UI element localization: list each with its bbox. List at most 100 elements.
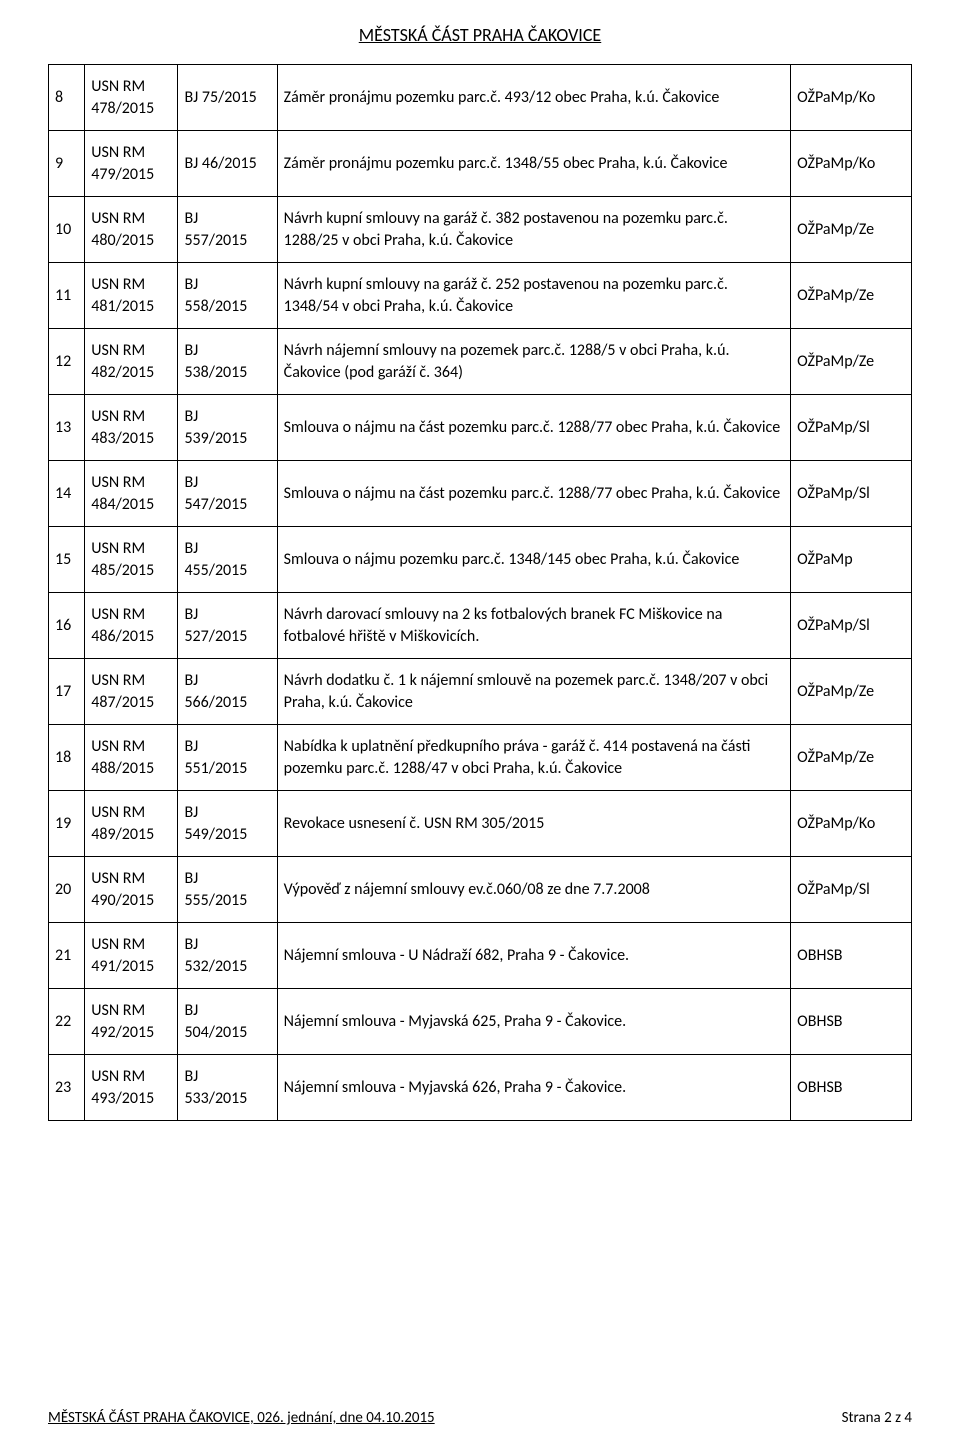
row-department: OBHSB <box>791 923 912 989</box>
row-usn: USN RM486/2015 <box>85 593 178 659</box>
row-description: Nájemní smlouva - Myjavská 625, Praha 9 … <box>277 989 791 1055</box>
row-usn: USN RM492/2015 <box>85 989 178 1055</box>
row-description: Nájemní smlouva - Myjavská 626, Praha 9 … <box>277 1055 791 1121</box>
row-bj: BJ557/2015 <box>178 197 277 263</box>
row-bj: BJ549/2015 <box>178 791 277 857</box>
row-bj: BJ539/2015 <box>178 395 277 461</box>
row-description: Záměr pronájmu pozemku parc.č. 1348/55 o… <box>277 131 791 197</box>
row-department: OŽPaMp/Ze <box>791 659 912 725</box>
row-description: Smlouva o nájmu na část pozemku parc.č. … <box>277 461 791 527</box>
row-description: Smlouva o nájmu pozemku parc.č. 1348/145… <box>277 527 791 593</box>
footer-meeting-info: MĚSTSKÁ ČÁST PRAHA ČAKOVICE, 026. jednán… <box>48 1409 435 1427</box>
row-index: 20 <box>49 857 85 923</box>
row-index: 21 <box>49 923 85 989</box>
row-department: OŽPaMp/Sl <box>791 461 912 527</box>
row-usn: USN RM491/2015 <box>85 923 178 989</box>
page-footer: MĚSTSKÁ ČÁST PRAHA ČAKOVICE, 026. jednán… <box>48 1409 912 1427</box>
table-row: 15USN RM485/2015BJ455/2015Smlouva o nájm… <box>49 527 912 593</box>
table-row: 11USN RM481/2015BJ558/2015Návrh kupní sm… <box>49 263 912 329</box>
row-index: 13 <box>49 395 85 461</box>
row-index: 8 <box>49 65 85 131</box>
row-usn: USN RM480/2015 <box>85 197 178 263</box>
table-row: 9USN RM479/2015BJ 46/2015Záměr pronájmu … <box>49 131 912 197</box>
row-usn: USN RM488/2015 <box>85 725 178 791</box>
row-index: 15 <box>49 527 85 593</box>
row-index: 14 <box>49 461 85 527</box>
row-description: Záměr pronájmu pozemku parc.č. 493/12 ob… <box>277 65 791 131</box>
row-index: 18 <box>49 725 85 791</box>
footer-page-number: Strana 2 z 4 <box>842 1409 912 1427</box>
row-bj: BJ551/2015 <box>178 725 277 791</box>
row-index: 19 <box>49 791 85 857</box>
table-row: 18USN RM488/2015BJ551/2015Nabídka k upla… <box>49 725 912 791</box>
row-department: OŽPaMp/Ko <box>791 791 912 857</box>
row-description: Smlouva o nájmu na část pozemku parc.č. … <box>277 395 791 461</box>
row-description: Návrh darovací smlouvy na 2 ks fotbalový… <box>277 593 791 659</box>
row-usn: USN RM484/2015 <box>85 461 178 527</box>
row-usn: USN RM483/2015 <box>85 395 178 461</box>
row-index: 11 <box>49 263 85 329</box>
row-index: 23 <box>49 1055 85 1121</box>
row-usn: USN RM479/2015 <box>85 131 178 197</box>
table-row: 22USN RM492/2015BJ504/2015Nájemní smlouv… <box>49 989 912 1055</box>
row-bj: BJ 75/2015 <box>178 65 277 131</box>
row-index: 17 <box>49 659 85 725</box>
table-row: 21USN RM491/2015BJ532/2015Nájemní smlouv… <box>49 923 912 989</box>
table-row: 23USN RM493/2015BJ533/2015Nájemní smlouv… <box>49 1055 912 1121</box>
row-bj: BJ455/2015 <box>178 527 277 593</box>
row-description: Návrh dodatku č. 1 k nájemní smlouvě na … <box>277 659 791 725</box>
row-bj: BJ566/2015 <box>178 659 277 725</box>
row-bj: BJ 46/2015 <box>178 131 277 197</box>
row-usn: USN RM485/2015 <box>85 527 178 593</box>
table-row: 8USN RM478/2015BJ 75/2015Záměr pronájmu … <box>49 65 912 131</box>
row-department: OŽPaMp/Sl <box>791 857 912 923</box>
row-bj: BJ504/2015 <box>178 989 277 1055</box>
table-row: 14USN RM484/2015BJ547/2015Smlouva o nájm… <box>49 461 912 527</box>
table-row: 10USN RM480/2015BJ557/2015Návrh kupní sm… <box>49 197 912 263</box>
row-description: Návrh nájemní smlouvy na pozemek parc.č.… <box>277 329 791 395</box>
row-bj: BJ547/2015 <box>178 461 277 527</box>
row-department: OŽPaMp <box>791 527 912 593</box>
row-bj: BJ532/2015 <box>178 923 277 989</box>
row-bj: BJ527/2015 <box>178 593 277 659</box>
table-row: 13USN RM483/2015BJ539/2015Smlouva o nájm… <box>49 395 912 461</box>
row-department: OŽPaMp/Ze <box>791 263 912 329</box>
row-bj: BJ558/2015 <box>178 263 277 329</box>
row-usn: USN RM482/2015 <box>85 329 178 395</box>
row-bj: BJ555/2015 <box>178 857 277 923</box>
row-department: OŽPaMp/Ko <box>791 131 912 197</box>
row-index: 16 <box>49 593 85 659</box>
page-title: MĚSTSKÁ ČÁST PRAHA ČAKOVICE <box>48 24 912 46</box>
row-description: Návrh kupní smlouvy na garáž č. 252 post… <box>277 263 791 329</box>
resolutions-table: 8USN RM478/2015BJ 75/2015Záměr pronájmu … <box>48 64 912 1121</box>
table-row: 17USN RM487/2015BJ566/2015Návrh dodatku … <box>49 659 912 725</box>
row-description: Výpověď z nájemní smlouvy ev.č.060/08 ze… <box>277 857 791 923</box>
table-row: 16USN RM486/2015BJ527/2015Návrh darovací… <box>49 593 912 659</box>
row-description: Návrh kupní smlouvy na garáž č. 382 post… <box>277 197 791 263</box>
row-department: OŽPaMp/Sl <box>791 593 912 659</box>
row-usn: USN RM490/2015 <box>85 857 178 923</box>
row-usn: USN RM487/2015 <box>85 659 178 725</box>
row-department: OŽPaMp/Ze <box>791 725 912 791</box>
row-description: Nájemní smlouva - U Nádraží 682, Praha 9… <box>277 923 791 989</box>
table-row: 12USN RM482/2015BJ538/2015Návrh nájemní … <box>49 329 912 395</box>
row-index: 9 <box>49 131 85 197</box>
row-department: OBHSB <box>791 1055 912 1121</box>
row-department: OŽPaMp/Sl <box>791 395 912 461</box>
row-usn: USN RM489/2015 <box>85 791 178 857</box>
row-usn: USN RM481/2015 <box>85 263 178 329</box>
page: MĚSTSKÁ ČÁST PRAHA ČAKOVICE 8USN RM478/2… <box>0 0 960 1447</box>
row-department: OBHSB <box>791 989 912 1055</box>
table-row: 19USN RM489/2015BJ549/2015Revokace usnes… <box>49 791 912 857</box>
row-bj: BJ533/2015 <box>178 1055 277 1121</box>
row-department: OŽPaMp/Ze <box>791 197 912 263</box>
row-usn: USN RM493/2015 <box>85 1055 178 1121</box>
row-index: 12 <box>49 329 85 395</box>
row-department: OŽPaMp/Ze <box>791 329 912 395</box>
row-index: 10 <box>49 197 85 263</box>
row-description: Nabídka k uplatnění předkupního práva - … <box>277 725 791 791</box>
row-department: OŽPaMp/Ko <box>791 65 912 131</box>
table-row: 20USN RM490/2015BJ555/2015Výpověď z náje… <box>49 857 912 923</box>
row-index: 22 <box>49 989 85 1055</box>
row-usn: USN RM478/2015 <box>85 65 178 131</box>
